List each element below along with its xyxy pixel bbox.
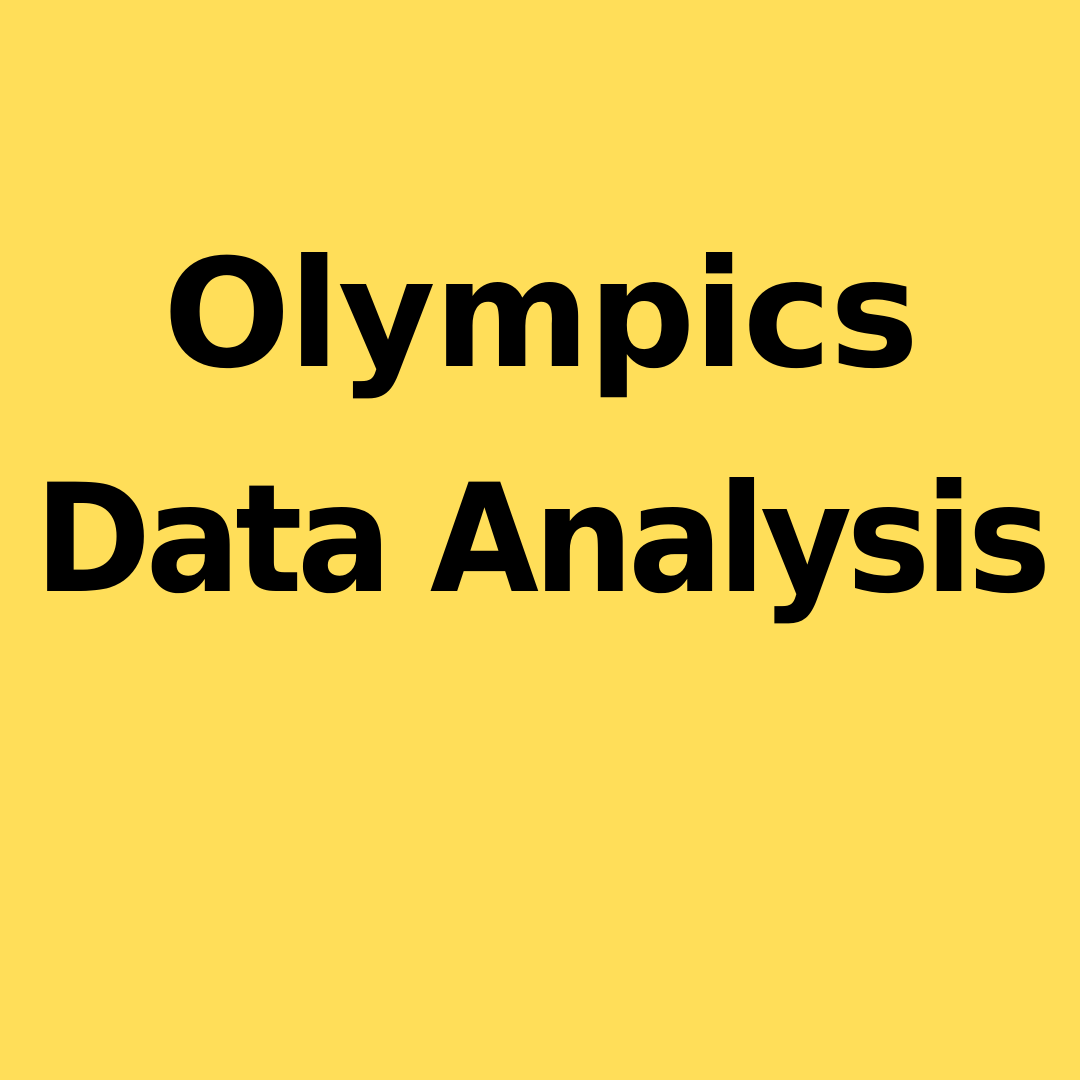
title-line-2: Data Analysis [34,453,1051,627]
title-line-1: Olympics [163,228,919,402]
